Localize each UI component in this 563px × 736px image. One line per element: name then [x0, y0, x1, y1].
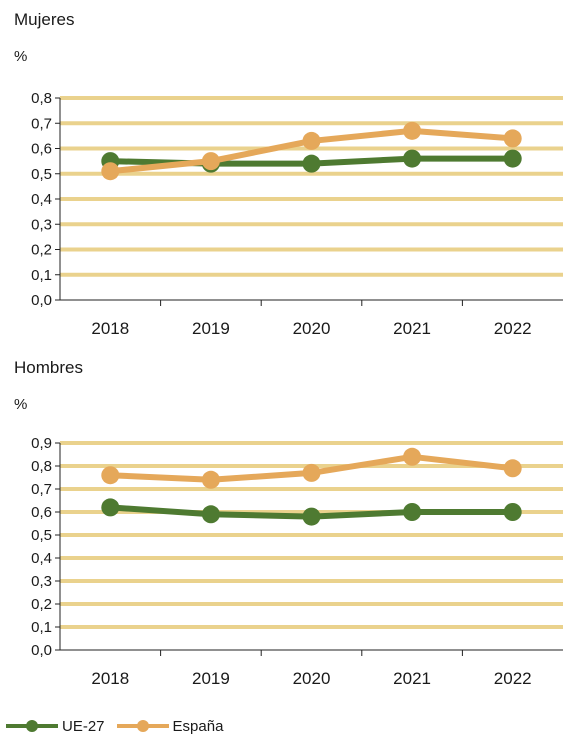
y-tick-label-hombres: 0,8 [31, 458, 52, 475]
y-tick-label-hombres: 0,3 [31, 573, 52, 590]
data-point-ue-27-hombres [201, 505, 220, 524]
data-point-ue-27-hombres [503, 503, 522, 521]
y-unit-hombres: % [14, 396, 28, 413]
data-point-ue-27-hombres [101, 498, 120, 517]
x-tick-label-mujeres: 2019 [192, 319, 230, 338]
y-tick-label-hombres: 0,9 [31, 435, 52, 452]
y-tick-label-hombres: 0,2 [31, 596, 52, 613]
data-point-ue-27-mujeres [302, 154, 321, 173]
chart-mujeres: 0,0 0,1 0,2 0,3 0,4 0,5 0,6 0,7 0,8 2018 2019 2020 2… [31, 90, 563, 338]
data-point-espana-hombres [403, 447, 422, 466]
data-point-ue-27-mujeres [403, 149, 422, 168]
y-tick-label-hombres: 0,1 [31, 619, 52, 636]
data-point-ue-27-hombres [403, 503, 422, 521]
data-point-espana-hombres [201, 470, 220, 489]
x-tick-label-mujeres: 2021 [393, 319, 431, 338]
y-tick-label-mujeres: 0,4 [31, 191, 52, 208]
y-tick-label-hombres: 0,0 [31, 642, 52, 659]
data-point-espana-mujeres [302, 131, 321, 150]
x-tick-label-hombres: 2020 [293, 669, 331, 688]
x-tick-label-hombres: 2018 [91, 669, 129, 688]
y-tick-label-mujeres: 0,3 [31, 216, 52, 233]
y-tick-label-mujeres: 0,1 [31, 267, 52, 284]
chart-hombres: 0,0 0,1 0,2 0,3 0,4 0,5 0,6 0,7 0,8 0,9 2018 2019 20… [31, 435, 563, 688]
x-tick-label-hombres: 2022 [494, 669, 532, 688]
x-tick-label-hombres: 2019 [192, 669, 230, 688]
legend-swatch-espana [116, 720, 169, 732]
x-tick-label-hombres: 2021 [393, 669, 431, 688]
y-tick-label-hombres: 0,5 [31, 527, 52, 544]
data-point-espana-mujeres [101, 162, 120, 181]
x-tick-label-mujeres: 2022 [494, 319, 532, 338]
y-tick-label-mujeres: 0,5 [31, 166, 52, 183]
y-tick-label-mujeres: 0,8 [31, 90, 52, 107]
y-tick-label-mujeres: 0,7 [31, 115, 52, 132]
legend: UE-27 España [6, 716, 235, 736]
y-tick-label-hombres: 0,4 [31, 550, 52, 567]
data-point-espana-hombres [101, 466, 120, 485]
data-point-espana-mujeres [201, 152, 220, 171]
data-point-espana-hombres [302, 463, 321, 482]
legend-marker-ue27 [26, 720, 38, 732]
x-tick-label-mujeres: 2018 [91, 319, 129, 338]
data-point-ue-27-hombres [302, 507, 321, 526]
y-unit-mujeres: % [14, 48, 28, 65]
legend-swatch-ue27 [6, 720, 58, 732]
chart-title-mujeres: Mujeres [14, 10, 75, 29]
legend-marker-espana [136, 720, 149, 732]
data-point-ue-27-mujeres [503, 149, 522, 168]
legend-item-espana: España [116, 717, 224, 735]
y-tick-label-hombres: 0,7 [31, 481, 52, 498]
data-point-espana-mujeres [403, 121, 422, 140]
data-point-espana-hombres [503, 459, 522, 478]
y-tick-label-mujeres: 0,2 [31, 242, 52, 259]
x-tick-label-mujeres: 2020 [293, 319, 331, 338]
data-point-espana-mujeres [503, 129, 522, 148]
y-tick-label-mujeres: 0,6 [31, 141, 52, 158]
y-tick-label-mujeres: 0,0 [31, 292, 52, 309]
legend-item-ue27: UE-27 [6, 718, 105, 735]
y-tick-label-hombres: 0,6 [31, 504, 52, 521]
legend-label-espana: España [172, 717, 224, 735]
legend-label-ue27: UE-27 [62, 717, 105, 735]
chart-title-hombres: Hombres [14, 358, 83, 377]
